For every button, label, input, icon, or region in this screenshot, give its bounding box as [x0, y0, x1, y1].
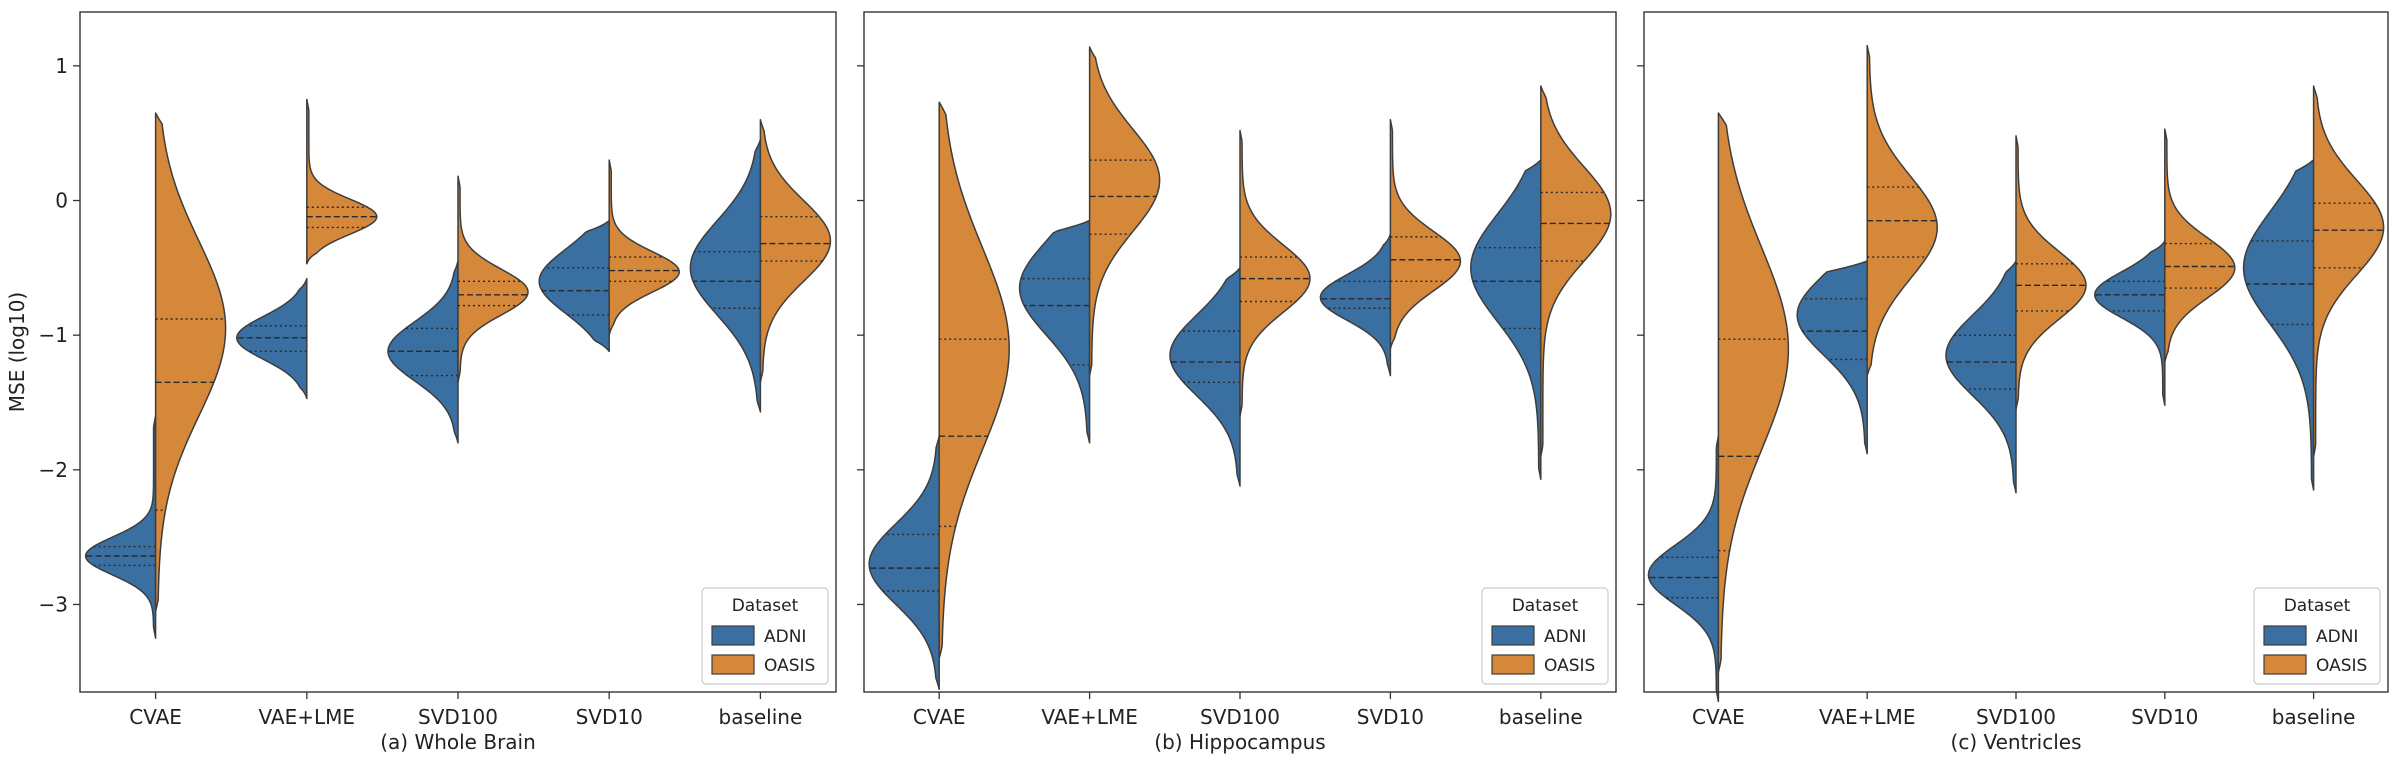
violin-adni-cvae [868, 435, 940, 691]
legend-label-adni: ADNI [1544, 627, 1586, 647]
violin-adni-baseline [689, 139, 762, 413]
panel-title: (b) Hippocampus [1154, 730, 1325, 754]
violin-adni-vae-lme [1796, 260, 1868, 455]
legend-title: Dataset [1512, 596, 1579, 616]
legend-swatch-oasis [1491, 654, 1535, 675]
x-tick-label: baseline [1499, 705, 1583, 729]
legend-label-oasis: OASIS [764, 656, 815, 676]
x-tick-label: SVD10 [2131, 705, 2198, 729]
violin-adni-cvae [84, 415, 157, 639]
violin-adni-vae-lme [1018, 219, 1091, 444]
x-tick-label: SVD100 [1200, 705, 1280, 729]
violin-adni-svd100 [1945, 260, 2017, 494]
x-tick-label: CVAE [913, 705, 966, 729]
violin-oasis-baseline [1540, 85, 1612, 458]
x-tick-label: VAE+LME [1819, 705, 1916, 729]
x-tick-label: SVD10 [1357, 705, 1424, 729]
y-tick-label: 1 [55, 54, 68, 78]
violin-oasis-svd100 [2015, 135, 2087, 410]
violin-adni-cvae [1647, 435, 1720, 703]
x-tick-label: VAE+LME [259, 705, 356, 729]
violin-oasis-svd10 [2164, 128, 2236, 363]
legend-label-adni: ADNI [764, 627, 806, 647]
violin-adni-svd10 [538, 219, 610, 353]
violin-adni-vae-lme [236, 277, 308, 400]
violin-adni-svd100 [1169, 267, 1241, 487]
y-tick-label: −3 [39, 592, 68, 616]
violin-oasis-cvae [1717, 112, 1790, 673]
x-tick-label: VAE+LME [1041, 705, 1138, 729]
violin-oasis-svd100 [1239, 129, 1311, 417]
legend-title: Dataset [732, 596, 799, 616]
legend-label-oasis: OASIS [1544, 656, 1595, 676]
legend-label-oasis: OASIS [2316, 656, 2367, 676]
y-axis-label: MSE (log10) [5, 292, 29, 413]
violin-oasis-cvae [154, 112, 227, 612]
violin-adni-baseline [1470, 159, 1542, 480]
legend-swatch-adni [1491, 625, 1535, 646]
legend: Dataset ADNI OASIS [1481, 587, 1609, 685]
panel-title: (a) Whole Brain [380, 730, 536, 754]
violin-oasis-vae-lme [1088, 46, 1161, 377]
legend-swatch-adni [2263, 625, 2307, 646]
legend-swatch-oasis [2263, 654, 2307, 675]
x-tick-label: baseline [2272, 705, 2356, 729]
x-tick-label: CVAE [1692, 705, 1745, 729]
legend: Dataset ADNI OASIS [2253, 587, 2381, 685]
violin-oasis-vae-lme [306, 98, 378, 265]
x-tick-label: CVAE [129, 705, 182, 729]
violin-oasis-svd10 [608, 159, 680, 336]
panel-title: (c) Ventricles [1951, 730, 2082, 754]
y-tick-label: −1 [39, 323, 68, 347]
violin-adni-svd10 [2094, 240, 2166, 406]
legend-swatch-oasis [711, 654, 755, 675]
violin-oasis-baseline [759, 118, 832, 384]
violin-oasis-svd10 [1389, 118, 1462, 350]
legend-label-adni: ADNI [2316, 627, 2358, 647]
panel-2: CVAE VAE+LME SVD100 SVD10 baseline (b) Hippoc… [857, 11, 1617, 754]
panel-1: 1 0 −1 −2 −3 CVAE VAE+LME SVD100 SVD10 baseline (a… [39, 11, 837, 754]
panel-3: CVAE VAE+LME SVD100 SVD10 baseline (c) Ventri… [1637, 11, 2389, 754]
y-tick-label: −2 [39, 458, 68, 482]
violin-oasis-vae-lme [1866, 44, 1938, 377]
x-tick-label: SVD10 [576, 705, 643, 729]
x-tick-label: SVD100 [1976, 705, 2056, 729]
x-tick-label: baseline [719, 705, 803, 729]
violin-adni-svd100 [387, 260, 459, 444]
legend: Dataset ADNI OASIS [701, 587, 829, 685]
violin-oasis-svd100 [457, 175, 529, 384]
violin-adni-svd10 [1319, 233, 1392, 377]
y-tick-label: 0 [55, 189, 68, 213]
legend-swatch-adni [711, 625, 755, 646]
legend-title: Dataset [2284, 596, 2351, 616]
violin-oasis-baseline [2312, 85, 2385, 458]
violin-oasis-cvae [938, 101, 1010, 660]
x-tick-label: SVD100 [418, 705, 498, 729]
